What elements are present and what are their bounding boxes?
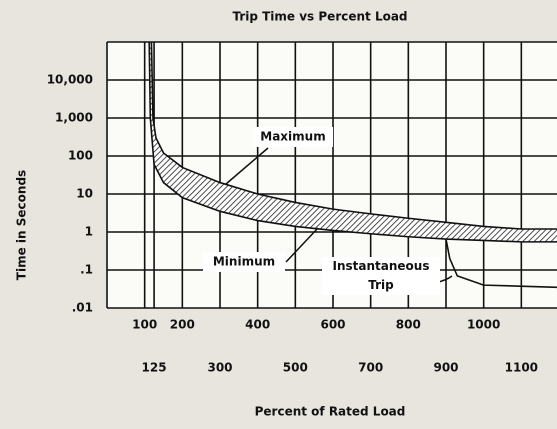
y-tick-label: .1 (80, 263, 93, 277)
y-tick-label: 10 (76, 187, 93, 201)
y-axis-label: Time in Seconds (15, 170, 29, 280)
label-box (253, 127, 333, 147)
x-tick-label: 400 (245, 318, 270, 332)
x-axis-label: Percent of Rated Load (255, 405, 406, 419)
series-label: Minimum (213, 255, 275, 269)
y-tick-label: 100 (68, 149, 93, 163)
series-label: Instantaneous Trip (322, 257, 440, 295)
x-tick-label: 100 (132, 318, 157, 332)
leader (225, 147, 269, 185)
series-label: Maximum (260, 130, 325, 144)
x-tick-label: 300 (207, 361, 232, 375)
series-line (150, 41, 557, 230)
chart-title: Trip Time vs Percent Load (232, 10, 407, 24)
series-line (445, 238, 557, 289)
series-line (148, 41, 557, 243)
x-tick-label: 1100 (505, 361, 538, 375)
y-tick-label: 1 (85, 225, 93, 239)
x-tick-label: 700 (358, 361, 383, 375)
x-tick-label: 125 (142, 361, 167, 375)
x-tick-label: 1000 (467, 318, 500, 332)
label-box (203, 252, 285, 272)
x-tick-label: 200 (170, 318, 195, 332)
y-tick-label: 10,000 (47, 73, 93, 87)
leader (285, 227, 319, 263)
y-tick-label: 1,000 (55, 111, 93, 125)
x-tick-label: 800 (396, 318, 421, 332)
x-tick-label: 900 (433, 361, 458, 375)
y-tick-label: .01 (72, 301, 93, 315)
x-tick-label: 600 (320, 318, 345, 332)
x-tick-label: 500 (283, 361, 308, 375)
